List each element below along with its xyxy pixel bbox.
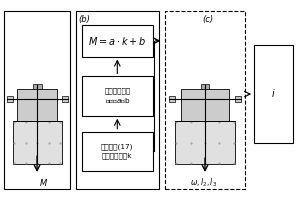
Bar [181,89,229,121]
Bar [76,11,159,189]
Text: $M=a\cdot k+b$: $M=a\cdot k+b$ [88,35,147,47]
Bar [82,132,153,171]
Bar [82,25,153,57]
Bar [17,89,57,121]
Bar [33,84,41,89]
Bar [254,45,293,143]
Bar [13,121,61,164]
Text: (c): (c) [202,15,213,24]
Bar [200,84,209,89]
Text: 根据公式(17)
计算接触刚度k: 根据公式(17) 计算接触刚度k [101,143,134,159]
Text: 最小二乘法计
算系数$a$和b: 最小二乘法计 算系数$a$和b [104,87,130,105]
Bar [82,76,153,116]
Bar [4,11,70,189]
Bar [175,121,235,164]
Text: $\omega,l_2,l_3$: $\omega,l_2,l_3$ [190,177,217,189]
Text: $M$: $M$ [38,177,47,188]
Text: i: i [272,89,275,99]
Bar [165,11,245,189]
Bar [7,96,13,102]
Bar [235,96,241,102]
Bar [61,96,68,102]
Bar [169,96,175,102]
Text: (b): (b) [79,15,91,24]
